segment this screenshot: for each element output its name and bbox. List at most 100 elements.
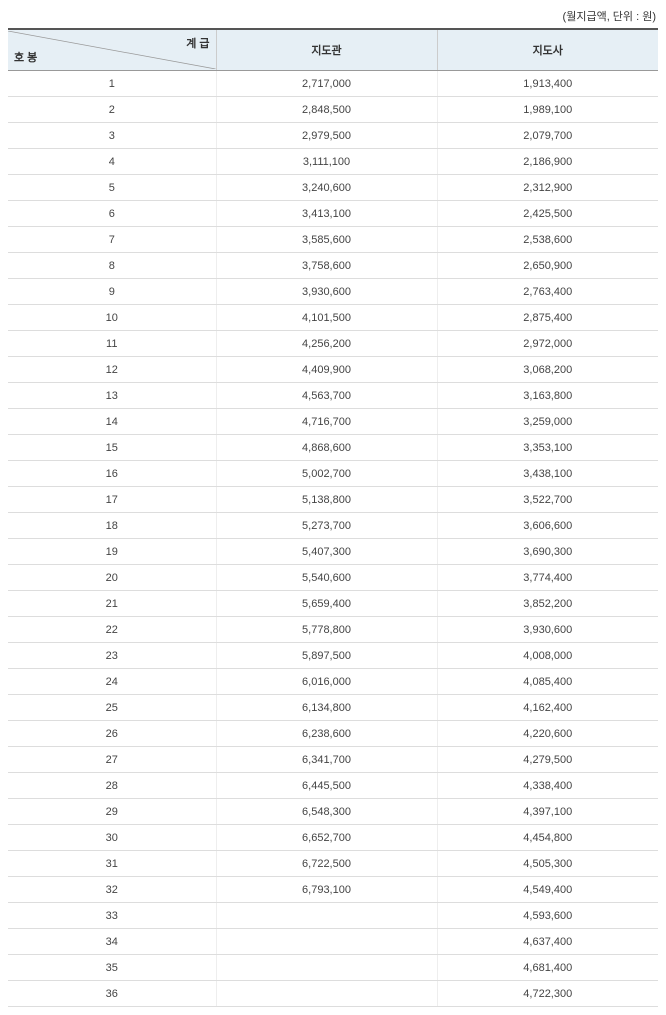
cell-value: 2,875,400 — [437, 305, 658, 331]
cell-value: 6,793,100 — [216, 877, 437, 903]
cell-value: 4,637,400 — [437, 929, 658, 955]
table-row: 12,717,0001,913,400 — [8, 71, 658, 97]
cell-value: 4,454,800 — [437, 825, 658, 851]
cell-value: 4,563,700 — [216, 383, 437, 409]
cell-value: 4,256,200 — [216, 331, 437, 357]
header-col-1: 지도관 — [216, 29, 437, 71]
cell-value: 3,930,600 — [216, 279, 437, 305]
table-row: 73,585,6002,538,600 — [8, 227, 658, 253]
cell-value: 3,111,100 — [216, 149, 437, 175]
cell-step: 15 — [8, 435, 216, 461]
cell-step: 36 — [8, 981, 216, 1007]
cell-value: 5,897,500 — [216, 643, 437, 669]
cell-value: 4,101,500 — [216, 305, 437, 331]
cell-value: 3,068,200 — [437, 357, 658, 383]
table-row: 185,273,7003,606,600 — [8, 513, 658, 539]
cell-value: 2,538,600 — [437, 227, 658, 253]
cell-value: 4,008,000 — [437, 643, 658, 669]
cell-step: 32 — [8, 877, 216, 903]
cell-value — [216, 981, 437, 1007]
cell-value: 4,085,400 — [437, 669, 658, 695]
table-row: 235,897,5004,008,000 — [8, 643, 658, 669]
table-row: 104,101,5002,875,400 — [8, 305, 658, 331]
cell-value: 2,425,500 — [437, 201, 658, 227]
cell-step: 16 — [8, 461, 216, 487]
table-row: 266,238,6004,220,600 — [8, 721, 658, 747]
table-row: 34 4,637,400 — [8, 929, 658, 955]
cell-value: 6,445,500 — [216, 773, 437, 799]
cell-step: 35 — [8, 955, 216, 981]
cell-step: 11 — [8, 331, 216, 357]
cell-step: 1 — [8, 71, 216, 97]
cell-value: 2,079,700 — [437, 123, 658, 149]
table-row: 306,652,7004,454,800 — [8, 825, 658, 851]
cell-value: 2,186,900 — [437, 149, 658, 175]
cell-value: 2,848,500 — [216, 97, 437, 123]
cell-value: 3,758,600 — [216, 253, 437, 279]
cell-value: 5,138,800 — [216, 487, 437, 513]
cell-step: 9 — [8, 279, 216, 305]
cell-value: 4,409,900 — [216, 357, 437, 383]
cell-value: 3,852,200 — [437, 591, 658, 617]
cell-value: 6,341,700 — [216, 747, 437, 773]
cell-step: 34 — [8, 929, 216, 955]
table-row: 53,240,6002,312,900 — [8, 175, 658, 201]
cell-value: 4,593,600 — [437, 903, 658, 929]
cell-value: 1,989,100 — [437, 97, 658, 123]
cell-step: 13 — [8, 383, 216, 409]
table-row: 43,111,1002,186,900 — [8, 149, 658, 175]
cell-value: 4,868,600 — [216, 435, 437, 461]
table-row: 63,413,1002,425,500 — [8, 201, 658, 227]
cell-step: 33 — [8, 903, 216, 929]
table-row: 124,409,9003,068,200 — [8, 357, 658, 383]
cell-value: 6,652,700 — [216, 825, 437, 851]
cell-value: 3,413,100 — [216, 201, 437, 227]
cell-step: 25 — [8, 695, 216, 721]
table-row: 93,930,6002,763,400 — [8, 279, 658, 305]
cell-step: 2 — [8, 97, 216, 123]
unit-note: (월지급액, 단위 : 원) — [8, 8, 658, 28]
table-header-row: 계 급 호 봉 지도관 지도사 — [8, 29, 658, 71]
cell-value: 1,913,400 — [437, 71, 658, 97]
cell-value: 4,220,600 — [437, 721, 658, 747]
cell-value: 6,238,600 — [216, 721, 437, 747]
cell-step: 19 — [8, 539, 216, 565]
cell-step: 4 — [8, 149, 216, 175]
table-row: 225,778,8003,930,600 — [8, 617, 658, 643]
header-diag-top: 계 급 — [186, 35, 209, 51]
table-row: 154,868,6003,353,100 — [8, 435, 658, 461]
cell-value: 5,407,300 — [216, 539, 437, 565]
cell-value: 3,522,700 — [437, 487, 658, 513]
cell-value: 3,438,100 — [437, 461, 658, 487]
cell-value: 5,002,700 — [216, 461, 437, 487]
cell-value — [216, 955, 437, 981]
cell-value: 3,606,600 — [437, 513, 658, 539]
table-row: 326,793,1004,549,400 — [8, 877, 658, 903]
cell-step: 24 — [8, 669, 216, 695]
cell-value: 6,134,800 — [216, 695, 437, 721]
cell-step: 27 — [8, 747, 216, 773]
cell-value: 4,338,400 — [437, 773, 658, 799]
cell-step: 6 — [8, 201, 216, 227]
cell-value: 3,585,600 — [216, 227, 437, 253]
salary-table: 계 급 호 봉 지도관 지도사 12,717,0001,913,40022,84… — [8, 28, 658, 1007]
cell-step: 17 — [8, 487, 216, 513]
cell-value — [216, 903, 437, 929]
cell-value: 4,716,700 — [216, 409, 437, 435]
table-row: 364,722,300 — [8, 981, 658, 1007]
table-row: 316,722,5004,505,300 — [8, 851, 658, 877]
cell-step: 8 — [8, 253, 216, 279]
cell-value: 4,397,100 — [437, 799, 658, 825]
cell-value: 4,162,400 — [437, 695, 658, 721]
table-row: 83,758,6002,650,900 — [8, 253, 658, 279]
cell-value: 5,778,800 — [216, 617, 437, 643]
cell-step: 5 — [8, 175, 216, 201]
cell-value: 3,259,000 — [437, 409, 658, 435]
cell-value: 2,650,900 — [437, 253, 658, 279]
table-row: 175,138,8003,522,700 — [8, 487, 658, 513]
header-diagonal-cell: 계 급 호 봉 — [8, 29, 216, 71]
cell-value — [216, 929, 437, 955]
cell-value: 3,774,400 — [437, 565, 658, 591]
table-row: 134,563,7003,163,800 — [8, 383, 658, 409]
cell-value: 3,163,800 — [437, 383, 658, 409]
